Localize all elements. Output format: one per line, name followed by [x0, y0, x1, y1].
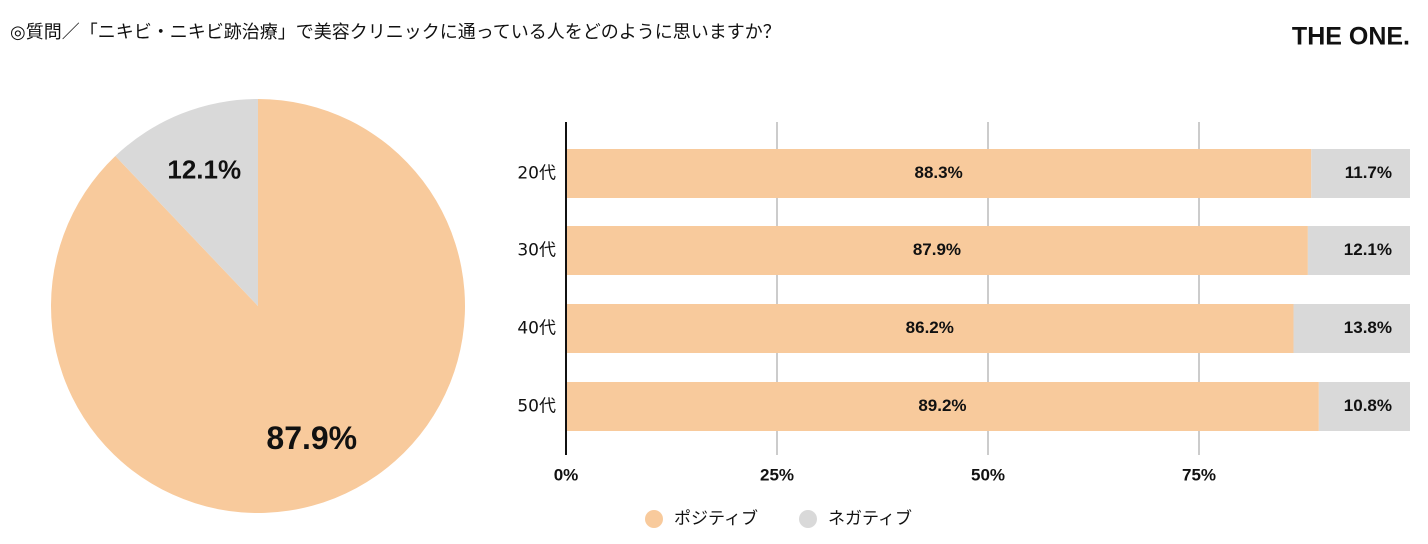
bar-segment	[566, 226, 1308, 275]
bar-value-label: 11.7%	[1345, 163, 1392, 182]
bar-value-label: 10.8%	[1344, 396, 1392, 415]
legend-marker	[799, 510, 817, 528]
legend-marker	[645, 510, 663, 528]
question-title: ◎質問／「ニキビ・ニキビ跡治療」で美容クリニックに通っている人をどのように思いま…	[10, 22, 781, 43]
bar-value-label: 87.9%	[913, 240, 961, 259]
bar-segment	[1318, 382, 1410, 431]
x-tick-label: 0%	[554, 465, 579, 484]
bar-value-label: 12.1%	[1344, 240, 1392, 259]
x-tick-label: 75%	[1182, 465, 1216, 484]
bar-segment	[566, 382, 1319, 431]
x-tick-label: 25%	[760, 465, 794, 484]
legend-label: ネガティブ	[828, 508, 912, 529]
bar-value-label: 86.2%	[906, 318, 954, 337]
bar-segment	[566, 304, 1294, 353]
x-tick-label: 50%	[971, 465, 1005, 484]
pie-label: 12.1%	[167, 154, 241, 184]
pie-slice	[115, 99, 258, 306]
bar-segment	[1293, 304, 1410, 353]
bar-segment	[566, 149, 1312, 198]
pie-label: 87.9%	[266, 420, 357, 456]
y-tick-label: 50代	[517, 397, 556, 417]
bar-value-label: 13.8%	[1344, 318, 1392, 337]
bar-segment	[1311, 149, 1410, 198]
bar-segment	[1307, 226, 1410, 275]
y-tick-label: 30代	[517, 241, 556, 261]
bar-value-label: 88.3%	[915, 163, 963, 182]
y-tick-label: 40代	[517, 319, 556, 339]
legend-label: ポジティブ	[674, 508, 758, 529]
bar-value-label: 89.2%	[918, 396, 966, 415]
brand: THE ONE.	[1292, 23, 1410, 51]
y-tick-label: 20代	[517, 164, 556, 184]
